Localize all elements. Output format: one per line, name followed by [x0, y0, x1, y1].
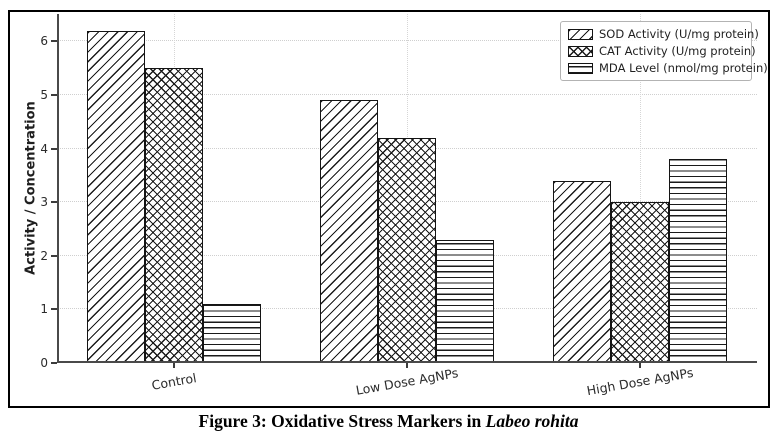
- legend-row: SOD Activity (U/mg protein): [568, 27, 759, 41]
- legend: SOD Activity (U/mg protein) CAT Activity …: [560, 21, 768, 81]
- bar-group: [86, 14, 261, 363]
- bar: [436, 239, 494, 363]
- figure-caption: Figure 3: Oxidative Stress Markers in La…: [0, 411, 777, 432]
- y-tick-label: 0: [40, 356, 48, 370]
- legend-swatch-icon: [568, 45, 593, 57]
- x-tick-mark: [639, 363, 642, 368]
- y-tick-label: 3: [40, 195, 48, 210]
- legend-label: MDA Level (nmol/mg protein): [599, 61, 768, 75]
- y-tick-mark: [51, 147, 57, 150]
- x-axis-spine: [57, 361, 757, 363]
- x-tick-mark: [172, 363, 175, 368]
- y-tick-label: 2: [40, 248, 48, 263]
- legend-row: CAT Activity (U/mg protein): [568, 44, 756, 58]
- y-tick-label: 6: [40, 34, 48, 49]
- y-tick-label: 5: [40, 87, 48, 102]
- bar: [378, 137, 436, 363]
- caption-text: Figure 3: Oxidative Stress Markers in: [198, 411, 482, 431]
- bar: [202, 304, 261, 363]
- bar-group: [320, 14, 494, 363]
- legend-swatch-icon: [568, 28, 593, 40]
- y-axis-label: Activity / Concentration: [23, 101, 39, 275]
- y-tick-mark: [51, 93, 57, 96]
- legend-swatch-icon: [568, 62, 593, 74]
- y-axis-spine: [57, 14, 59, 363]
- bar: [669, 159, 728, 363]
- bar: [553, 180, 612, 363]
- legend-label: CAT Activity (U/mg protein): [599, 44, 756, 58]
- y-tick-label: 1: [40, 302, 48, 317]
- y-tick-mark: [51, 40, 57, 43]
- y-tick-mark: [51, 201, 57, 204]
- y-tick-mark: [51, 308, 57, 311]
- bar: [320, 100, 378, 363]
- y-tick-label: 4: [40, 141, 48, 156]
- bar: [611, 202, 670, 363]
- x-tick-mark: [406, 363, 408, 368]
- bar: [86, 30, 145, 363]
- legend-label: SOD Activity (U/mg protein): [599, 27, 759, 41]
- caption-species: Labeo rohita: [485, 411, 579, 431]
- legend-row: MDA Level (nmol/mg protein): [568, 61, 768, 75]
- bar: [144, 68, 203, 363]
- y-tick-mark: [51, 254, 57, 257]
- y-tick-mark: [51, 362, 57, 364]
- plot-area: [57, 14, 757, 363]
- gridline-vertical: [640, 14, 642, 363]
